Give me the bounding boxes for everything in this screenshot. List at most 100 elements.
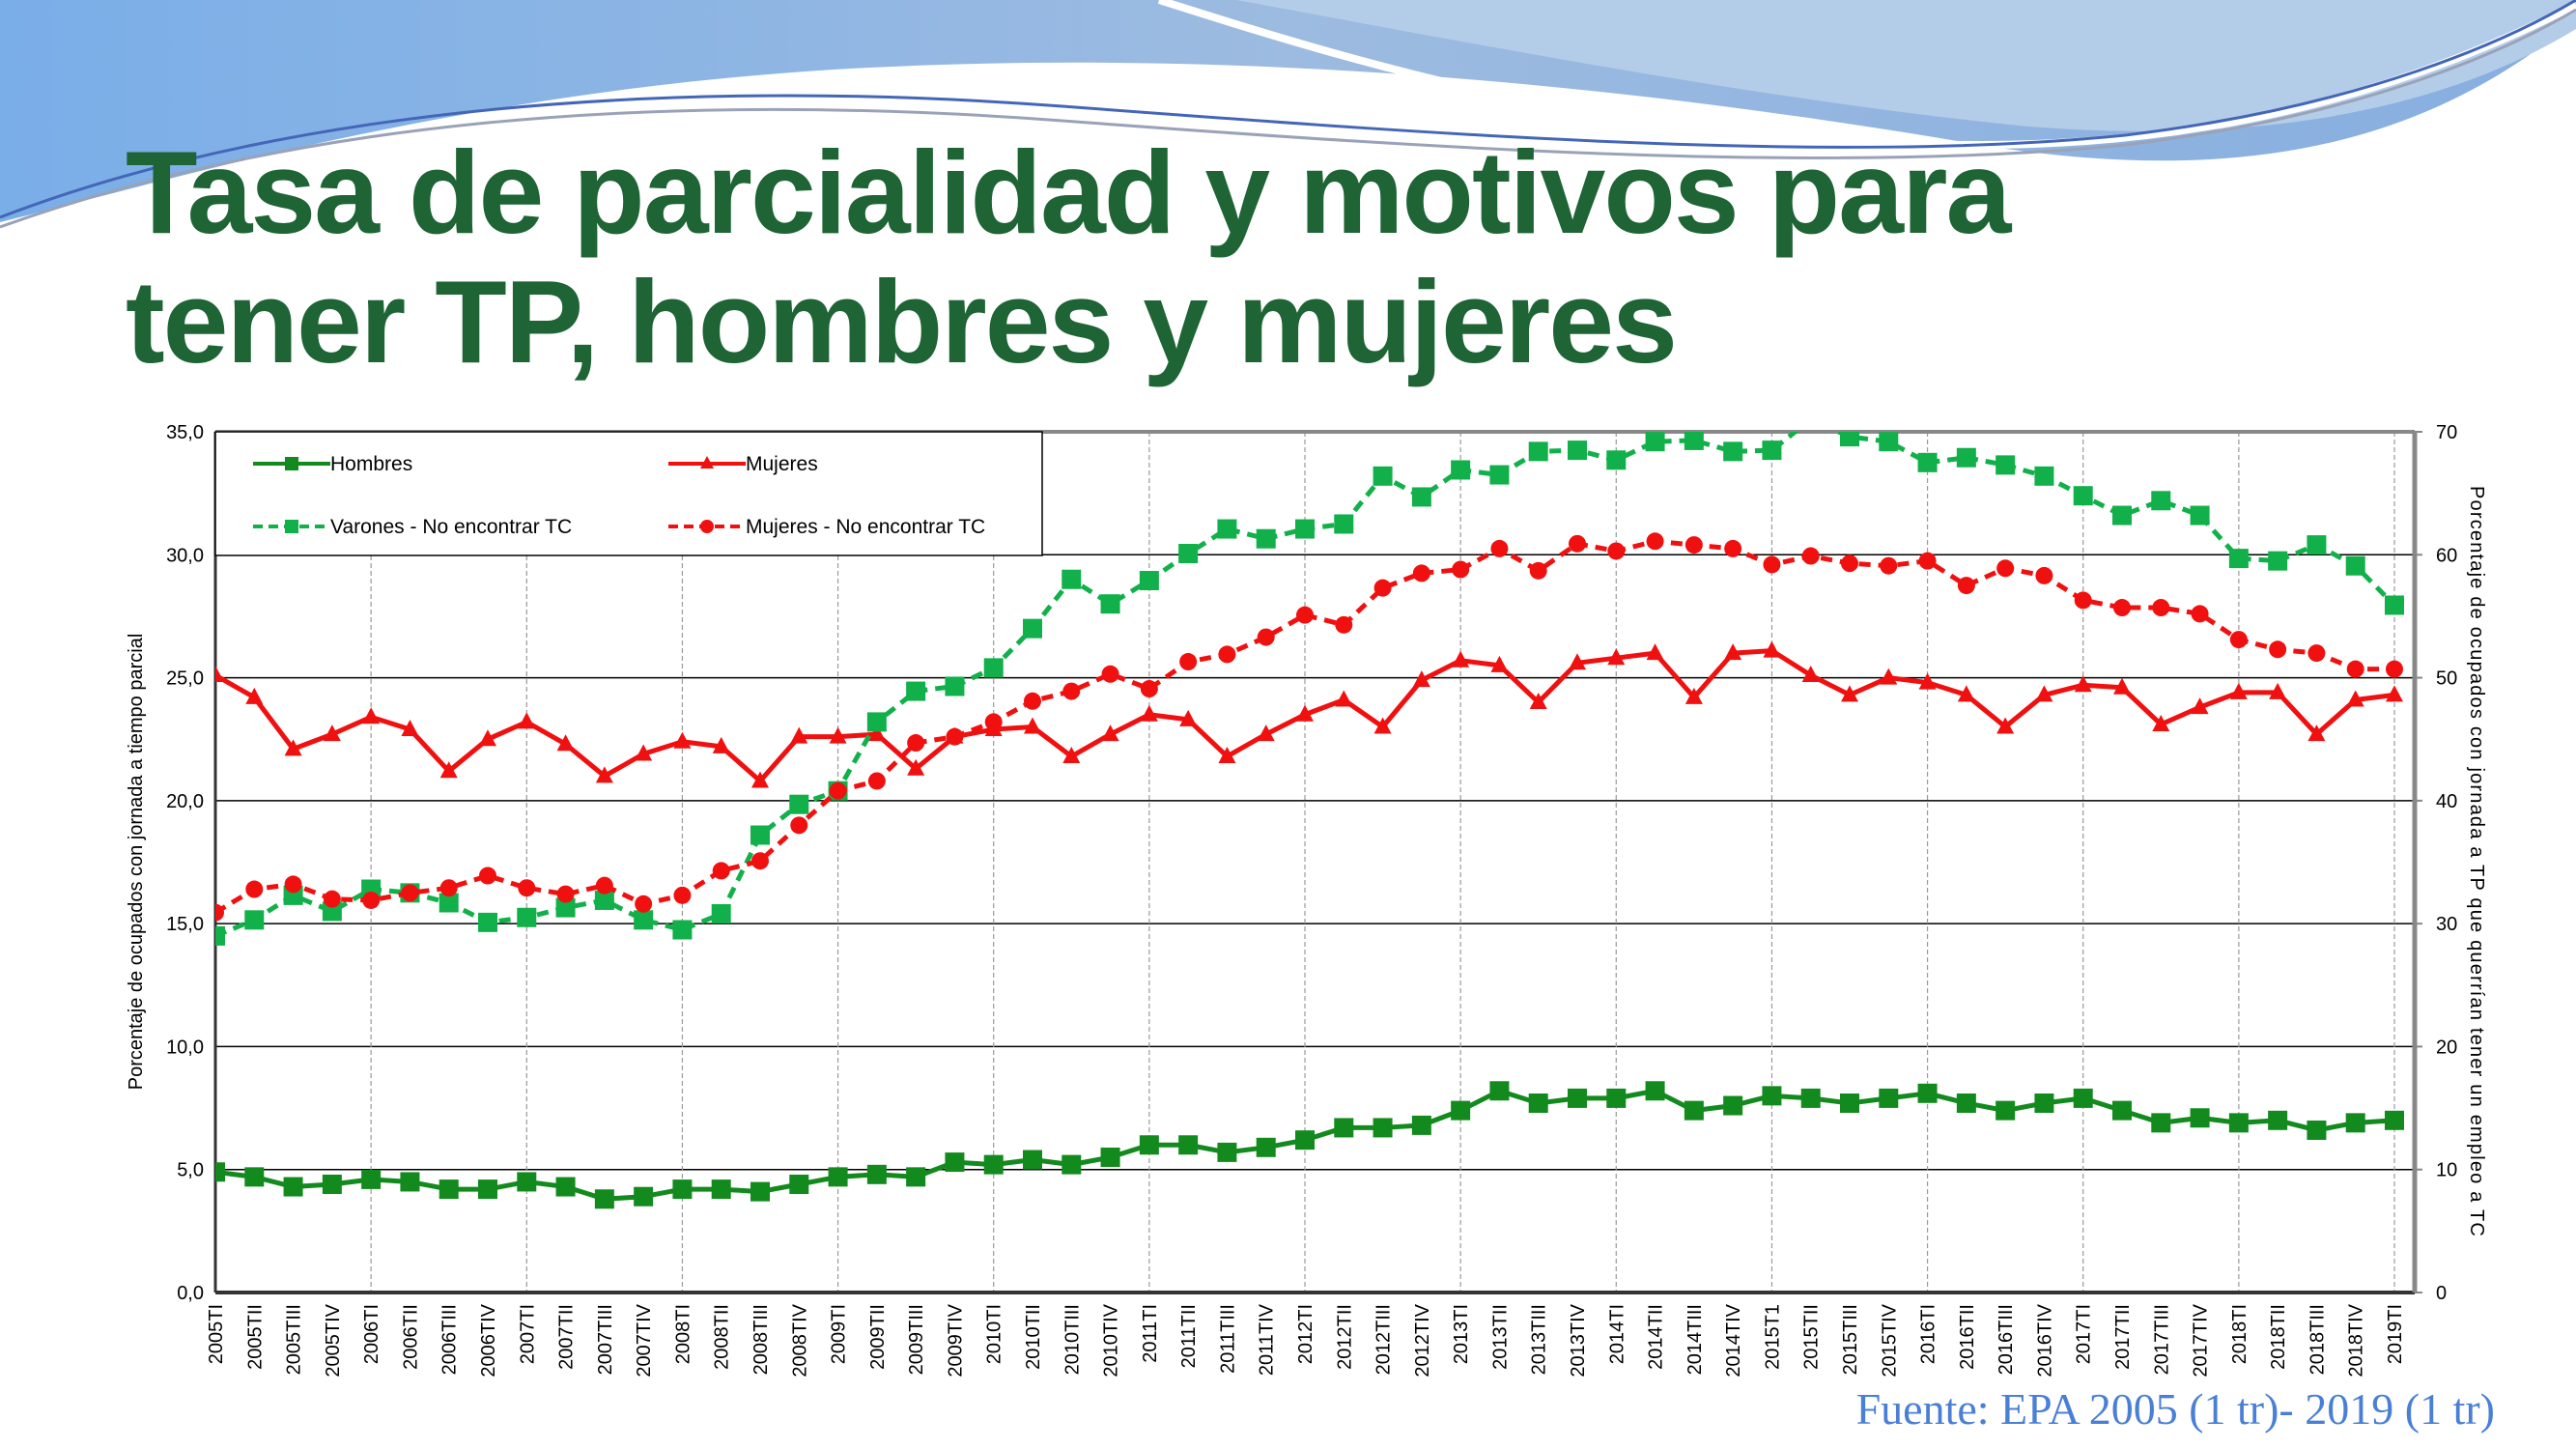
data-point-mujeres-no-encontrar-tc [2152,599,2170,617]
data-point-mujeres-no-encontrar-tc [984,713,1003,731]
data-point-mujeres-no-encontrar-tc [712,862,730,880]
data-point-mujeres-no-encontrar-tc [479,867,496,885]
data-point-mujeres-no-encontrar-tc [1257,628,1275,646]
data-point-mujeres-no-encontrar-tc [1684,536,1703,554]
data-point-hombres [555,1177,576,1197]
x-tick-label: 2015TIII [1840,1304,1861,1375]
x-tick-label: 2017TI [2074,1304,2095,1364]
data-point-mujeres-no-encontrar-tc [790,816,808,835]
data-point-hombres [2034,1093,2054,1113]
data-point-mujeres [1646,643,1664,661]
data-point-hombres [1023,1150,1042,1170]
series-group [215,432,2404,1209]
x-tick-label: 2010TII [1023,1304,1044,1370]
y-tick-label: 30,0 [166,545,204,566]
x-tick-label: 2015TIV [1879,1303,1900,1377]
data-point-varones-no-encontrar-tc [1451,460,1471,480]
series-mujeres-no-encontrar-tc [215,532,2403,922]
data-point-varones-no-encontrar-tc [2112,505,2132,526]
data-point-hombres [1451,1100,1471,1121]
x-tick-label: 2009TIII [906,1304,927,1375]
data-point-varones-no-encontrar-tc [2228,549,2249,569]
data-point-varones-no-encontrar-tc [1684,432,1704,450]
data-point-hombres [750,1181,770,1202]
y2-tick-label: 20 [2436,1037,2457,1058]
data-point-mujeres [673,731,692,749]
y2-tick-label: 40 [2436,791,2457,812]
data-point-mujeres [1452,650,1470,668]
data-point-mujeres [1957,685,1975,702]
data-point-mujeres [790,726,808,744]
data-point-varones-no-encontrar-tc [1489,465,1510,485]
data-point-hombres [983,1154,1004,1175]
data-point-hombres [517,1172,537,1192]
data-point-mujeres-no-encontrar-tc [1607,542,1626,560]
data-point-mujeres-no-encontrar-tc [2307,644,2326,663]
x-tick-label: 2017TII [2112,1304,2134,1370]
data-point-mujeres-no-encontrar-tc [751,852,769,870]
data-point-varones-no-encontrar-tc [1723,441,1743,462]
y-tick-label: 35,0 [166,422,204,443]
data-point-mujeres-no-encontrar-tc [1724,539,1742,557]
x-tick-label: 2008TII [712,1304,733,1370]
axes: 0,0 0 5,0 10 10,0 20 15,0 30 20,0 40 25,0 50 30,0 60 3… [166,422,2457,1378]
data-point-mujeres-no-encontrar-tc [245,880,264,898]
data-point-mujeres-no-encontrar-tc [518,879,536,897]
data-point-mujeres [2191,697,2209,715]
data-point-varones-no-encontrar-tc [1956,447,1976,468]
data-point-mujeres-no-encontrar-tc [1373,579,1392,597]
data-point-mujeres-no-encontrar-tc [595,876,613,895]
data-point-hombres [672,1179,693,1200]
data-point-varones-no-encontrar-tc [1917,452,1938,472]
data-point-varones-no-encontrar-tc [1411,487,1431,507]
data-point-hombres [478,1179,497,1200]
data-point-mujeres [1218,747,1236,764]
data-point-mujeres-no-encontrar-tc [946,727,964,746]
source-note: Fuente: EPA 2005 (1 tr)- 2019 (1 tr) [1855,1384,2495,1434]
y-tick-label: 5,0 [177,1160,204,1181]
data-point-mujeres-no-encontrar-tc [1062,682,1081,700]
series-hombres [215,1081,2404,1209]
x-tick-label: 2014TIV [1723,1303,1744,1377]
data-point-mujeres-no-encontrar-tc [323,890,341,908]
x-tick-label: 2013TI [1451,1304,1472,1364]
data-point-varones-no-encontrar-tc [478,912,497,932]
data-point-mujeres [1296,704,1314,722]
data-point-mujeres [635,744,653,761]
data-point-varones-no-encontrar-tc [1062,569,1082,589]
data-point-varones-no-encontrar-tc [1996,455,2016,475]
data-point-hombres [1217,1142,1237,1162]
data-point-mujeres [245,687,264,704]
data-point-mujeres-no-encontrar-tc [1763,555,1781,574]
data-point-mujeres [518,712,536,729]
data-point-mujeres-no-encontrar-tc [215,903,224,922]
data-point-mujeres-no-encontrar-tc [2074,591,2092,610]
data-point-mujeres [2307,724,2326,742]
x-tick-label: 2011TII [1178,1304,1200,1368]
x-tick-label: 2013TII [1489,1304,1511,1370]
data-point-mujeres-no-encontrar-tc [1452,560,1470,579]
data-point-mujeres [1140,704,1158,722]
legend-marker-varones-no-encontrar-tc [285,520,298,533]
x-tick-label: 2005TIV [323,1303,344,1377]
x-tick-label: 2006TI [361,1304,382,1364]
data-point-hombres [1568,1088,1587,1108]
data-point-mujeres-no-encontrar-tc [1412,564,1430,582]
x-tick-label: 2009TII [867,1304,889,1370]
data-point-hombres [1723,1095,1743,1116]
data-point-hombres [322,1174,342,1194]
data-point-mujeres [1607,648,1626,666]
data-point-varones-no-encontrar-tc [594,890,614,910]
data-point-mujeres-no-encontrar-tc [2035,566,2053,584]
data-point-mujeres [2113,677,2131,695]
x-tick-label: 2017TIII [2151,1304,2172,1375]
legend-label-hombres: Hombres [330,453,412,475]
data-point-mujeres [362,707,381,724]
x-tick-label: 2012TI [1295,1304,1316,1364]
data-point-mujeres [2269,682,2287,699]
data-point-mujeres [1412,670,1430,688]
data-point-hombres [1917,1083,1938,1103]
data-point-mujeres-no-encontrar-tc [1569,534,1586,553]
data-point-mujeres-no-encontrar-tc [556,885,575,903]
